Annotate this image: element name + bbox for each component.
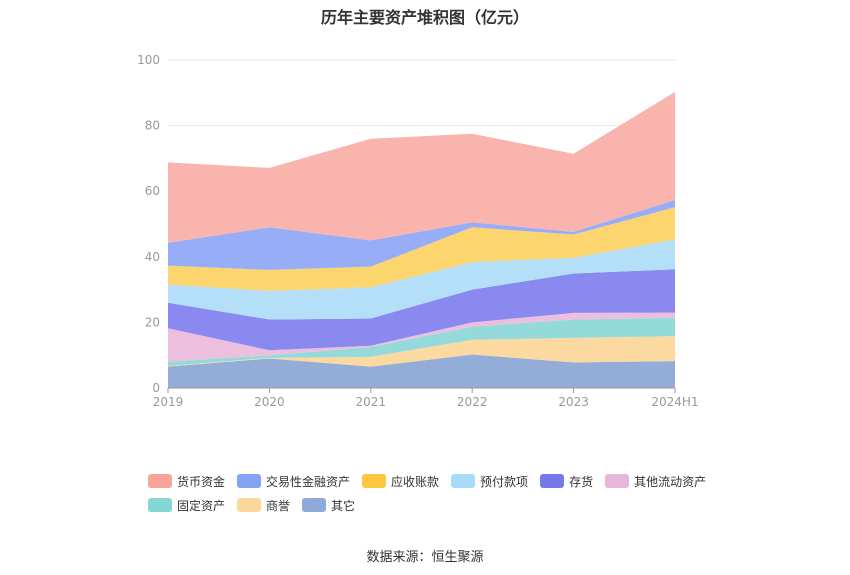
- legend-item[interactable]: 应收账款: [362, 472, 439, 490]
- y-tick-label: 40: [145, 250, 160, 264]
- legend-item[interactable]: 固定资产: [148, 496, 225, 514]
- area-series-0: [168, 354, 675, 388]
- legend-label: 预付款项: [480, 474, 529, 489]
- legend-label: 其它: [331, 498, 356, 513]
- y-tick-label: 0: [152, 381, 160, 395]
- axis-layer: 0 20 40 60 80 100 2019 2020 2021 2022 2023 2024H1: [137, 53, 699, 409]
- source-note: 数据来源：恒生聚源: [366, 550, 484, 565]
- legend-label: 其他流动资产: [634, 474, 707, 489]
- legend-label: 固定资产: [177, 498, 226, 513]
- legend-swatch: [605, 474, 630, 488]
- area-series-7: [168, 200, 675, 270]
- legend-label: 交易性金融资产: [266, 474, 351, 489]
- legend-label: 应收账款: [391, 474, 440, 489]
- legend-item[interactable]: 货币资金: [148, 472, 225, 490]
- y-tick-label: 80: [145, 119, 160, 133]
- legend-swatch: [148, 474, 172, 488]
- legend-label: 存货: [569, 474, 594, 489]
- legend-swatch: [148, 498, 172, 512]
- legend-swatch: [237, 474, 262, 488]
- legend-label: 商誉: [266, 498, 291, 513]
- legend-swatch: [362, 474, 387, 488]
- area-series-6: [168, 207, 675, 291]
- x-tick-label: 2024H1: [651, 395, 698, 409]
- legend-label: 货币资金: [177, 474, 226, 489]
- area-series-1: [168, 336, 675, 367]
- x-tick-label: 2020: [254, 395, 285, 409]
- legend: 货币资金 交易性金融资产 应收账款 预付款项 存货 其他流动资产固定资产 商誉 其它: [148, 472, 748, 520]
- x-tick-label: 2021: [356, 395, 387, 409]
- legend-item[interactable]: 商誉: [237, 496, 290, 514]
- area-series-3: [168, 312, 675, 362]
- legend-item[interactable]: 存货: [540, 472, 593, 490]
- y-tick-label: 60: [145, 184, 160, 198]
- legend-item[interactable]: 交易性金融资产: [237, 472, 350, 490]
- legend-item[interactable]: 其它: [302, 496, 355, 514]
- area-series-5: [168, 239, 675, 320]
- area-series-8: [168, 91, 675, 243]
- legend-item[interactable]: 其他流动资产: [605, 472, 706, 490]
- x-tick-label: 2019: [153, 395, 184, 409]
- area-layer: [168, 91, 675, 388]
- legend-swatch: [451, 474, 476, 488]
- legend-swatch: [302, 498, 327, 512]
- area-series-4: [168, 269, 675, 351]
- stacked-area-chart: 0 20 40 60 80 100 2019 2020 2021 2022 2023 2024H1: [137, 53, 699, 409]
- chart-title: 历年主要资产堆积图（亿元）: [320, 8, 529, 27]
- legend-swatch: [237, 498, 262, 512]
- x-tick-label: 2022: [457, 395, 488, 409]
- area-series-2: [168, 317, 675, 367]
- y-tick-label: 20: [145, 315, 160, 329]
- x-tick-label: 2023: [558, 395, 589, 409]
- y-tick-label: 100: [137, 53, 160, 67]
- legend-swatch: [540, 474, 565, 488]
- legend-item[interactable]: 预付款项: [451, 472, 528, 490]
